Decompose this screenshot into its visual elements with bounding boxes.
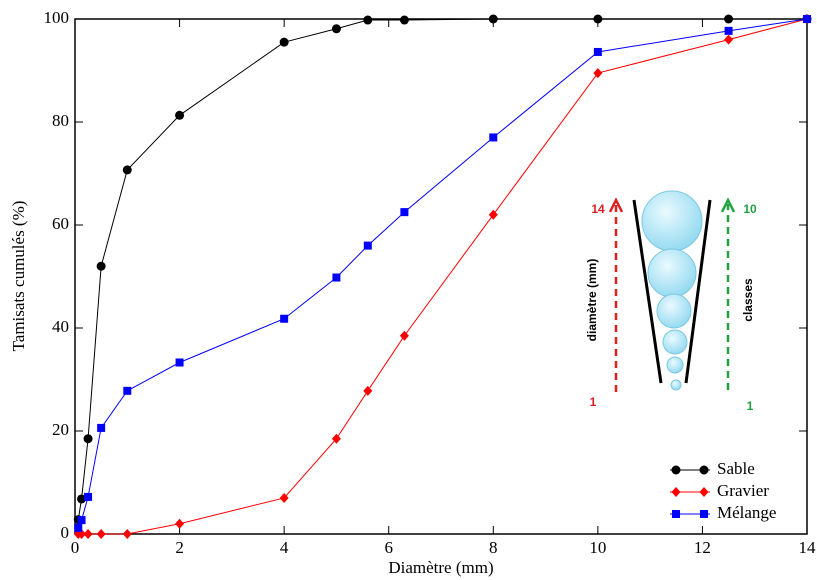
series bbox=[73, 14, 812, 539]
y-tick-label: 80 bbox=[52, 111, 69, 130]
grains bbox=[641, 190, 703, 391]
marker bbox=[399, 330, 409, 341]
marker bbox=[724, 26, 733, 35]
x-tick-label: 8 bbox=[489, 538, 498, 557]
marker bbox=[279, 37, 289, 47]
annotation: 14 bbox=[591, 202, 605, 216]
series-line bbox=[77, 18, 808, 529]
x-tick-label: 0 bbox=[71, 538, 80, 557]
legend-marker bbox=[672, 510, 680, 518]
funnel bbox=[632, 199, 663, 384]
marker bbox=[175, 110, 185, 120]
legend-marker bbox=[671, 487, 681, 497]
arrow-head bbox=[720, 197, 736, 213]
y-tick-label: 60 bbox=[52, 214, 69, 233]
y-axis-label: Tamisats cumulés (%) bbox=[9, 201, 28, 352]
grain bbox=[670, 379, 682, 391]
grain bbox=[647, 248, 697, 298]
grain bbox=[662, 329, 688, 355]
marker bbox=[488, 14, 498, 24]
marker bbox=[83, 434, 93, 444]
marker bbox=[279, 492, 289, 503]
marker bbox=[175, 518, 185, 529]
marker bbox=[122, 165, 132, 175]
marker bbox=[593, 68, 603, 79]
y-tick-label: 0 bbox=[61, 523, 70, 542]
legend-marker bbox=[699, 487, 709, 497]
legend-label: Mélange bbox=[717, 503, 776, 522]
marker bbox=[74, 523, 83, 532]
y-tick-label: 100 bbox=[44, 8, 70, 27]
x-tick-label: 4 bbox=[280, 538, 289, 557]
marker bbox=[489, 133, 498, 142]
series bbox=[74, 15, 811, 532]
marker bbox=[84, 492, 93, 501]
grain bbox=[666, 356, 684, 374]
x-axis-label: Diamètre (mm) bbox=[388, 558, 493, 577]
annotation: 1 bbox=[747, 399, 754, 413]
marker bbox=[96, 261, 106, 271]
legend-marker bbox=[700, 510, 708, 518]
x-tick-label: 2 bbox=[175, 538, 184, 557]
funnel bbox=[684, 199, 712, 384]
annotation: diamètre (mm) bbox=[585, 259, 599, 342]
annotation: classes bbox=[741, 278, 755, 322]
marker bbox=[724, 14, 734, 24]
y-tick-label: 20 bbox=[52, 420, 69, 439]
legend-marker bbox=[671, 465, 681, 475]
marker bbox=[332, 273, 341, 282]
marker bbox=[175, 358, 184, 367]
marker bbox=[593, 47, 602, 56]
x-tick-label: 6 bbox=[384, 538, 393, 557]
legend-label: Sable bbox=[717, 459, 755, 478]
marker bbox=[363, 385, 373, 396]
marker bbox=[96, 529, 106, 539]
marker bbox=[123, 386, 132, 395]
arrow-head bbox=[608, 197, 624, 213]
marker bbox=[77, 516, 86, 525]
marker bbox=[280, 314, 289, 323]
inset: 14 1 diamètre (mm) 10 1 classes bbox=[585, 190, 757, 413]
marker bbox=[97, 423, 106, 432]
marker bbox=[122, 529, 132, 539]
grain bbox=[641, 190, 703, 252]
marker bbox=[83, 529, 93, 539]
series-line bbox=[78, 18, 808, 535]
x-tick-label: 12 bbox=[694, 538, 711, 557]
marker bbox=[724, 34, 734, 45]
y-tick-label: 40 bbox=[52, 317, 69, 336]
x-tick-label: 10 bbox=[589, 538, 606, 557]
marker bbox=[803, 15, 811, 23]
marker bbox=[363, 241, 372, 250]
series-line bbox=[77, 18, 807, 520]
plot-frame bbox=[74, 18, 808, 535]
legend-label: Gravier bbox=[717, 481, 769, 500]
marker bbox=[77, 494, 87, 504]
marker bbox=[400, 208, 409, 217]
marker bbox=[399, 15, 409, 25]
marker bbox=[331, 24, 341, 34]
annotation: 1 bbox=[590, 395, 597, 409]
x-tick-label: 14 bbox=[799, 538, 817, 557]
marker bbox=[593, 14, 603, 24]
series bbox=[73, 14, 812, 525]
marker bbox=[331, 433, 341, 444]
marker bbox=[488, 209, 498, 220]
legend-marker bbox=[699, 465, 709, 475]
marker bbox=[363, 15, 373, 25]
grain bbox=[656, 293, 692, 329]
annotation: 10 bbox=[743, 202, 757, 216]
